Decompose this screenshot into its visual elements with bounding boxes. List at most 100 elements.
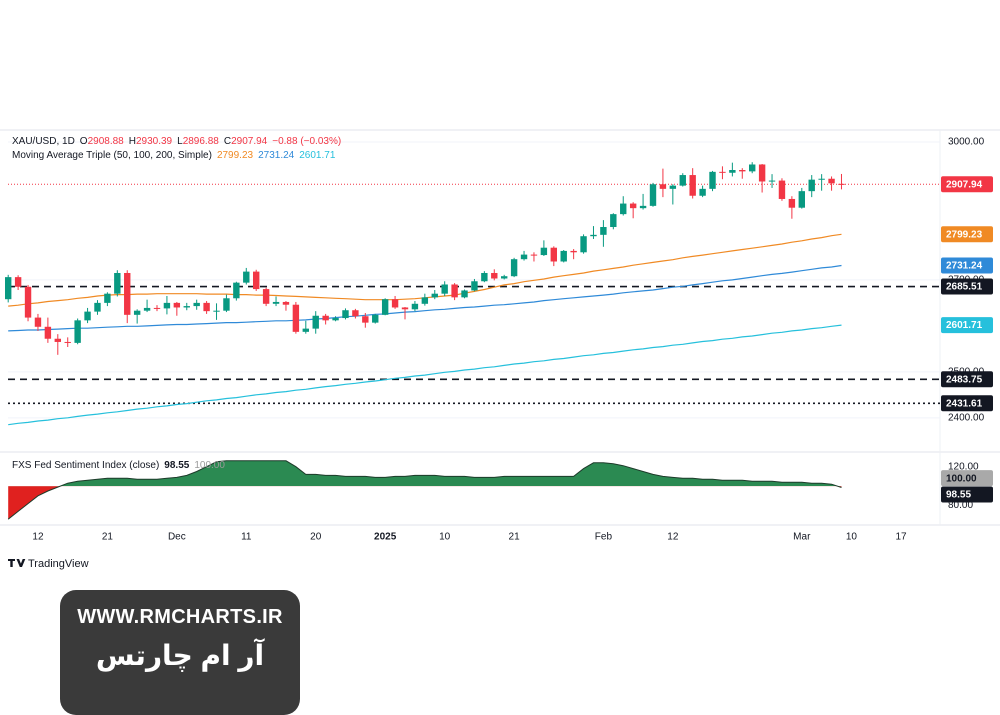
candle-body xyxy=(203,302,210,312)
indicator-legend: FXS Fed Sentiment Index (close) 98.55 100.… xyxy=(12,460,225,471)
candle-body xyxy=(54,338,61,342)
candle-body xyxy=(689,175,696,196)
candle-body xyxy=(352,310,359,317)
candle-body xyxy=(24,286,32,318)
candle-body xyxy=(838,183,845,185)
x-tick-label: 20 xyxy=(310,532,322,543)
candle-body xyxy=(610,214,617,228)
candle-body xyxy=(501,276,508,279)
candle-body xyxy=(818,178,825,180)
candle-body xyxy=(153,307,161,309)
candle-body xyxy=(639,205,647,209)
candle-body xyxy=(431,293,438,298)
candle-body xyxy=(768,180,776,182)
candle-body xyxy=(580,236,587,253)
candle-body xyxy=(749,164,756,172)
branding: TradingView xyxy=(28,558,89,570)
ohlc-value: 2896.88 xyxy=(182,136,219,147)
ma-legend: Moving Average Triple (50, 100, 200, Sim… xyxy=(12,150,335,161)
candle-body xyxy=(94,302,101,312)
watermark: WWW.RMCHARTS.IR آر ام چارتس xyxy=(60,590,300,715)
candle-body xyxy=(540,247,548,256)
indicator-value: 98.55 xyxy=(164,460,190,471)
candle-body xyxy=(282,301,290,305)
candle-body xyxy=(778,180,786,199)
ohlc-label: H xyxy=(128,136,136,147)
x-tick-label: 21 xyxy=(102,532,114,543)
candle-body xyxy=(471,281,478,291)
candle-body xyxy=(272,301,280,304)
price-badge xyxy=(941,486,993,503)
y-tick-label: 2400.00 xyxy=(948,412,985,423)
candle-body xyxy=(421,297,429,304)
ma-value: 2731.24 xyxy=(258,150,295,161)
y-tick-label: 80.00 xyxy=(948,500,973,511)
candle-body xyxy=(798,191,805,208)
candle-body xyxy=(461,290,468,298)
ohlc-label: L xyxy=(177,136,183,147)
candle-body xyxy=(481,272,488,282)
price-badge-label: 2483.75 xyxy=(946,374,983,385)
price-badge xyxy=(941,278,993,295)
candle-body xyxy=(173,302,181,308)
price-badge xyxy=(941,470,993,487)
candle-body xyxy=(223,298,230,311)
ohlc-item: H2930.39 xyxy=(129,136,172,147)
area-fill-up xyxy=(8,460,842,487)
price-badge xyxy=(941,226,993,243)
candle-body xyxy=(530,254,538,256)
candle-body xyxy=(163,302,171,309)
candle-body xyxy=(34,317,42,327)
candle-body xyxy=(302,328,309,332)
x-tick-label: Mar xyxy=(793,532,811,543)
area-line xyxy=(7,460,842,520)
tv-logo xyxy=(7,559,26,567)
candle-body xyxy=(570,250,577,253)
candle-body xyxy=(143,307,151,311)
ma-value: 2601.71 xyxy=(299,150,336,161)
x-tick-label: 12 xyxy=(32,532,44,543)
watermark-url: WWW.RMCHARTS.IR xyxy=(77,606,283,628)
candle-body xyxy=(44,326,52,339)
x-tick-label: 10 xyxy=(846,532,858,543)
price-badge xyxy=(941,317,993,334)
price-badge xyxy=(941,395,993,412)
candle-body xyxy=(669,185,677,189)
ohlc-item: O2908.88 xyxy=(80,136,124,147)
candle-body xyxy=(808,179,815,192)
x-tick-label: 2025 xyxy=(374,532,397,543)
candle-body xyxy=(411,303,419,310)
candle-body xyxy=(659,184,667,189)
candle-body xyxy=(510,259,518,277)
x-tick-label: 12 xyxy=(667,532,679,543)
candle-body xyxy=(401,307,409,310)
price-badge xyxy=(941,257,993,274)
ma-value: 2799.23 xyxy=(216,150,254,161)
candle-body xyxy=(381,299,389,315)
x-tick-label: 17 xyxy=(895,532,907,543)
candle-body xyxy=(5,277,12,300)
y-tick-label: 3000.00 xyxy=(948,137,985,148)
overlay-title: Moving Average Triple (50, 100, 200, Sim… xyxy=(12,150,212,161)
y-tick-label: 120.00 xyxy=(948,461,979,472)
indicator-title: FXS Fed Sentiment Index (close) xyxy=(12,460,160,471)
candle-body xyxy=(84,311,91,321)
candle-body xyxy=(183,306,190,308)
candle-body xyxy=(104,293,111,303)
price-badge-label: 2731.24 xyxy=(946,261,983,272)
candle-body xyxy=(322,315,329,321)
candle-body xyxy=(520,254,528,260)
candle-body xyxy=(729,170,736,173)
candle-body xyxy=(342,310,349,319)
candle-body xyxy=(699,188,706,196)
candle-body xyxy=(629,203,637,209)
price-badge-label: 98.55 xyxy=(946,490,971,501)
candle-body xyxy=(719,171,726,173)
price-badge xyxy=(941,371,993,388)
candle-body xyxy=(243,271,250,283)
ohlc-value: 2930.39 xyxy=(135,136,173,147)
ohlc-item: C2907.94 xyxy=(224,136,267,147)
candle-body xyxy=(14,277,22,287)
price-legend: XAU/USD, 1D O2908.88 H2930.39 L2896.88 C2907… xyxy=(12,136,341,147)
candle-body xyxy=(233,282,240,299)
